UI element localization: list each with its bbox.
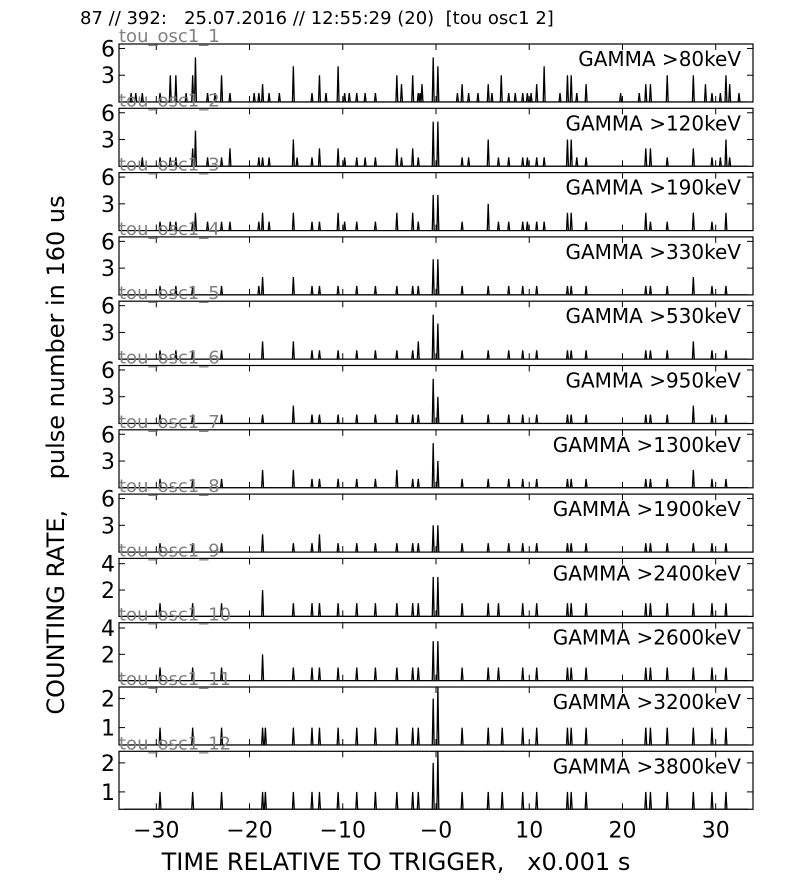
y-tick-label: 3	[101, 450, 115, 475]
y-tick-label: 2	[101, 752, 115, 777]
panel-energy-label: GAMMA >330keV	[565, 240, 741, 264]
panel-energy-label: GAMMA >1300keV	[553, 433, 742, 457]
y-tick-label: 3	[101, 64, 115, 89]
panel-5: 36 GAMMA >530keV tou_osc1_5	[101, 283, 754, 360]
panel-1: 36 GAMMA >80keV tou_osc1_1	[101, 26, 754, 103]
panel-tag: tou_osc1_9	[119, 540, 220, 561]
panel-energy-label: GAMMA >530keV	[565, 304, 741, 328]
figure-title: 87 // 392: 25.07.2016 // 12:55:29 (20) […	[80, 8, 554, 29]
x-tick-label: −20	[226, 818, 272, 843]
x-tick-label: 20	[608, 818, 636, 843]
y-tick-label: 3	[101, 193, 115, 218]
y-tick-label: 6	[101, 488, 115, 513]
panel-8: 36 GAMMA >1900keV tou_osc1_8	[101, 476, 754, 553]
y-axis-label: COUNTING RATE, pulse number in 160 us	[42, 195, 70, 715]
x-tick-label: −0	[420, 818, 452, 843]
panel-tag: tou_osc1_7	[119, 412, 220, 433]
panel-energy-label: GAMMA >2600keV	[553, 626, 742, 650]
panel-energy-label: GAMMA >190keV	[565, 176, 741, 200]
panel-tag: tou_osc1_12	[119, 733, 231, 754]
panel-tag: tou_osc1_1	[119, 26, 220, 47]
x-axis-label: TIME RELATIVE TO TRIGGER, x0.001 s	[161, 848, 631, 876]
y-tick-label: 2	[101, 688, 115, 713]
panel-energy-label: GAMMA >950keV	[565, 369, 741, 393]
panel-tag: tou_osc1_2	[119, 90, 220, 111]
y-tick-label: 6	[101, 166, 115, 191]
panel-tag: tou_osc1_11	[119, 669, 231, 690]
panel-2: 36 GAMMA >120keV tou_osc1_2	[101, 90, 754, 167]
panel-tag: tou_osc1_6	[119, 348, 220, 369]
panel-tag: tou_osc1_4	[119, 219, 220, 240]
x-tick-label: −30	[133, 818, 179, 843]
y-tick-label: 2	[101, 643, 115, 668]
x-tick-label: 10	[515, 818, 543, 843]
y-tick-label: 6	[101, 102, 115, 127]
panel-energy-label: GAMMA >3800keV	[553, 754, 742, 778]
y-tick-label: 3	[101, 386, 115, 411]
y-tick-label: 6	[101, 359, 115, 384]
panel-4: 36 GAMMA >330keV tou_osc1_4	[101, 219, 754, 296]
panel-tag: tou_osc1_10	[119, 605, 231, 626]
y-tick-label: 3	[101, 514, 115, 539]
x-tick-label: 30	[702, 818, 730, 843]
panel-energy-label: GAMMA >80keV	[578, 47, 741, 71]
panel-7: 36 GAMMA >1300keV tou_osc1_7	[101, 412, 754, 489]
y-tick-label: 4	[101, 553, 115, 578]
y-tick-label: 1	[101, 717, 115, 742]
panel-9: 24 GAMMA >2400keV tou_osc1_9	[101, 540, 754, 618]
x-tick-label: −10	[320, 818, 366, 843]
y-tick-label: 2	[101, 579, 115, 604]
y-tick-label: 6	[101, 37, 115, 62]
y-tick-label: 1	[101, 781, 115, 806]
panel-energy-label: GAMMA >120keV	[565, 111, 741, 135]
panel-tag: tou_osc1_5	[119, 283, 220, 304]
panel-12: 1 2 GAMMA >3800keV tou_osc1_12	[101, 733, 754, 810]
y-tick-label: 6	[101, 295, 115, 320]
y-tick-label: 4	[101, 617, 115, 642]
y-tick-label: 3	[101, 129, 115, 154]
y-tick-label: 3	[101, 321, 115, 346]
panel-energy-label: GAMMA >3200keV	[553, 690, 742, 714]
panel-11: 1 2 GAMMA >3200keV tou_osc1_11	[101, 669, 754, 746]
y-tick-label: 6	[101, 423, 115, 448]
panel-tag: tou_osc1_3	[119, 155, 220, 176]
panel-energy-label: GAMMA >2400keV	[553, 561, 742, 585]
panel-energy-label: GAMMA >1900keV	[553, 497, 742, 521]
panel-6: 36 GAMMA >950keV tou_osc1_6	[101, 348, 754, 425]
panel-tag: tou_osc1_8	[119, 476, 220, 497]
y-tick-label: 6	[101, 230, 115, 255]
panel-3: 36 GAMMA >190keV tou_osc1_3	[101, 155, 754, 232]
panel-10: 24 GAMMA >2600keV tou_osc1_10	[101, 605, 754, 682]
y-tick-label: 3	[101, 257, 115, 282]
